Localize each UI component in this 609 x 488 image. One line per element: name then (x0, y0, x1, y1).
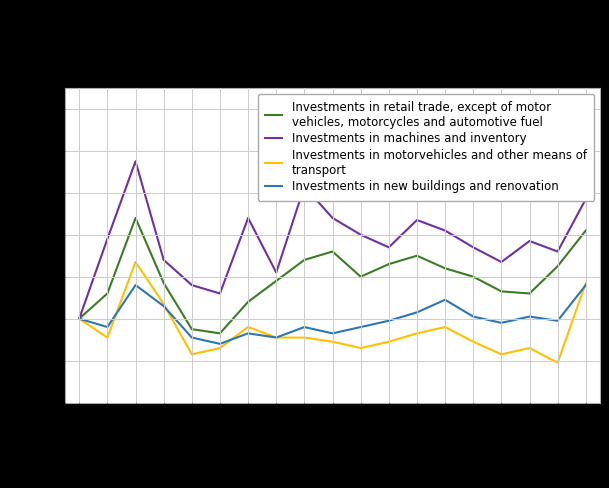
Investments in motorvehicles and other means of
transport (188, 351, 195, 357)
Investments in machines and inventory (357, 232, 364, 238)
Investments in motorvehicles and other means of
transport (216, 345, 224, 351)
Investments in retail trade, except of motor
vehicles, motorcycles and automotive fuel (132, 215, 139, 221)
Investments in motorvehicles and other means of
transport (582, 280, 590, 286)
Investments in motorvehicles and other means of
transport (498, 351, 505, 357)
Investments in machines and inventory (442, 227, 449, 233)
Investments in retail trade, except of motor
vehicles, motorcycles and automotive fuel (216, 330, 224, 336)
Investments in new buildings and renovation (160, 303, 167, 309)
Investments in new buildings and renovation (244, 330, 252, 336)
Investments in new buildings and renovation (329, 330, 336, 336)
Investments in machines and inventory (385, 244, 392, 250)
Investments in machines and inventory (498, 259, 505, 265)
Investments in machines and inventory (414, 217, 421, 223)
Investments in new buildings and renovation (526, 314, 533, 320)
Investments in motorvehicles and other means of
transport (470, 339, 477, 345)
Investments in new buildings and renovation (498, 320, 505, 326)
Investments in motorvehicles and other means of
transport (357, 345, 364, 351)
Investments in new buildings and renovation (132, 282, 139, 288)
Line: Investments in retail trade, except of motor
vehicles, motorcycles and automotive fuel: Investments in retail trade, except of m… (79, 218, 586, 333)
Investments in new buildings and renovation (76, 316, 83, 322)
Investments in retail trade, except of motor
vehicles, motorcycles and automotive fuel (414, 253, 421, 259)
Investments in machines and inventory (554, 248, 561, 254)
Investments in motorvehicles and other means of
transport (526, 345, 533, 351)
Investments in retail trade, except of motor
vehicles, motorcycles and automotive fuel (470, 274, 477, 280)
Investments in new buildings and renovation (554, 318, 561, 324)
Investments in retail trade, except of motor
vehicles, motorcycles and automotive fuel (301, 257, 308, 263)
Investments in machines and inventory (104, 236, 111, 242)
Investments in retail trade, except of motor
vehicles, motorcycles and automotive fuel (442, 265, 449, 271)
Investments in motorvehicles and other means of
transport (273, 335, 280, 341)
Line: Investments in new buildings and renovation: Investments in new buildings and renovat… (79, 285, 586, 344)
Investments in machines and inventory (526, 238, 533, 244)
Investments in motorvehicles and other means of
transport (76, 316, 83, 322)
Investments in retail trade, except of motor
vehicles, motorcycles and automotive fuel (357, 274, 364, 280)
Investments in motorvehicles and other means of
transport (104, 335, 111, 341)
Investments in machines and inventory (216, 290, 224, 296)
Investments in motorvehicles and other means of
transport (244, 324, 252, 330)
Investments in retail trade, except of motor
vehicles, motorcycles and automotive fuel (244, 299, 252, 305)
Line: Investments in motorvehicles and other means of
transport: Investments in motorvehicles and other m… (79, 262, 586, 363)
Investments in new buildings and renovation (188, 335, 195, 341)
Investments in motorvehicles and other means of
transport (132, 259, 139, 265)
Investments in machines and inventory (582, 196, 590, 202)
Investments in retail trade, except of motor
vehicles, motorcycles and automotive fuel (76, 316, 83, 322)
Investments in retail trade, except of motor
vehicles, motorcycles and automotive fuel (188, 326, 195, 332)
Investments in new buildings and renovation (301, 324, 308, 330)
Investments in retail trade, except of motor
vehicles, motorcycles and automotive fuel (582, 227, 590, 233)
Investments in new buildings and renovation (385, 318, 392, 324)
Investments in retail trade, except of motor
vehicles, motorcycles and automotive fuel (273, 278, 280, 284)
Investments in machines and inventory (76, 316, 83, 322)
Investments in motorvehicles and other means of
transport (414, 330, 421, 336)
Investments in retail trade, except of motor
vehicles, motorcycles and automotive fuel (385, 261, 392, 267)
Investments in machines and inventory (160, 257, 167, 263)
Investments in retail trade, except of motor
vehicles, motorcycles and automotive fuel (160, 280, 167, 286)
Investments in machines and inventory (470, 244, 477, 250)
Investments in retail trade, except of motor
vehicles, motorcycles and automotive fuel (526, 290, 533, 296)
Legend: Investments in retail trade, except of motor
vehicles, motorcycles and automotiv: Investments in retail trade, except of m… (258, 94, 594, 201)
Investments in retail trade, except of motor
vehicles, motorcycles and automotive fuel (498, 288, 505, 294)
Investments in new buildings and renovation (442, 297, 449, 303)
Investments in new buildings and renovation (104, 324, 111, 330)
Investments in machines and inventory (273, 269, 280, 275)
Investments in retail trade, except of motor
vehicles, motorcycles and automotive fuel (329, 248, 336, 254)
Investments in motorvehicles and other means of
transport (160, 301, 167, 307)
Investments in motorvehicles and other means of
transport (554, 360, 561, 366)
Investments in new buildings and renovation (273, 335, 280, 341)
Line: Investments in machines and inventory: Investments in machines and inventory (79, 161, 586, 319)
Investments in motorvehicles and other means of
transport (301, 335, 308, 341)
Investments in retail trade, except of motor
vehicles, motorcycles and automotive fuel (554, 264, 561, 269)
Investments in machines and inventory (329, 215, 336, 221)
Investments in machines and inventory (244, 215, 252, 221)
Investments in motorvehicles and other means of
transport (442, 324, 449, 330)
Investments in new buildings and renovation (582, 282, 590, 288)
Investments in machines and inventory (301, 183, 308, 189)
Investments in motorvehicles and other means of
transport (385, 339, 392, 345)
Investments in new buildings and renovation (470, 314, 477, 320)
Investments in motorvehicles and other means of
transport (329, 339, 336, 345)
Investments in new buildings and renovation (216, 341, 224, 347)
Investments in retail trade, except of motor
vehicles, motorcycles and automotive fuel (104, 290, 111, 296)
Investments in new buildings and renovation (357, 324, 364, 330)
Investments in machines and inventory (132, 158, 139, 164)
Investments in machines and inventory (188, 282, 195, 288)
Investments in new buildings and renovation (414, 309, 421, 315)
